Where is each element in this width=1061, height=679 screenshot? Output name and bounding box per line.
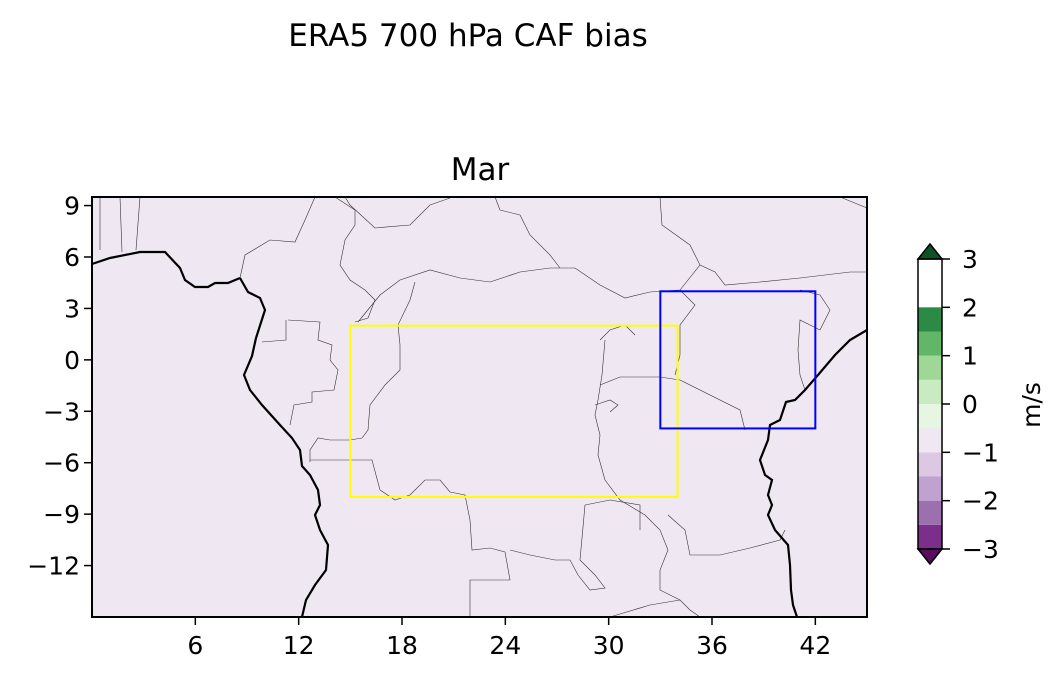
x-tick-label: 30 (593, 631, 625, 660)
coastline-west (91, 250, 330, 618)
colorbar-tick-label: −1 (962, 438, 999, 467)
x-tick-label: 42 (799, 631, 831, 660)
colorbar-swatch (918, 476, 942, 501)
colorbar-swatch (918, 404, 942, 429)
colorbar-tick-label: 1 (962, 342, 978, 371)
colorbar-swatch (918, 331, 942, 356)
colorbar-swatch (918, 307, 942, 332)
border-line (344, 196, 561, 269)
colorbar-swatches (918, 307, 942, 549)
border-line (599, 376, 746, 431)
colorbar-tick-label: −3 (962, 535, 999, 564)
y-tick-label: −3 (43, 397, 80, 426)
coastline-east (758, 329, 868, 618)
coastlines (91, 250, 868, 618)
border-line (99, 196, 141, 253)
y-tick-label: 9 (64, 192, 80, 221)
colorbar-swatch (918, 524, 942, 549)
colorbar-ticks: 3 2 1 0 −1 −2 −3 (942, 245, 999, 564)
border-line (334, 196, 376, 323)
y-tick-label: −6 (43, 449, 80, 478)
border-line (239, 196, 316, 279)
colorbar-extend-high (916, 242, 944, 260)
country-borders (99, 196, 868, 618)
x-tick-label: 18 (386, 631, 418, 660)
y-tick-label: −12 (27, 552, 80, 581)
x-tick-label: 24 (489, 631, 521, 660)
region-boxes (349, 290, 817, 499)
colorbar-swatch (918, 355, 942, 380)
y-tick-label: 3 (64, 294, 80, 323)
colorbar-tick-label: −2 (962, 487, 999, 516)
colorbar-swatch (918, 500, 942, 525)
colorbar-swatch (918, 452, 942, 477)
border-line (839, 196, 868, 209)
border-line (659, 196, 701, 266)
figure-title: ERA5 700 hPa CAF bias (288, 18, 647, 54)
colorbar-extend-low (916, 548, 944, 566)
y-tick-label: −9 (43, 500, 80, 529)
border-line (357, 264, 867, 323)
yellow-region-box (349, 324, 679, 499)
map-background (92, 197, 867, 617)
colorbar-swatch (918, 379, 942, 404)
border-line (309, 281, 416, 462)
border-line (797, 289, 831, 391)
border-line (667, 514, 786, 556)
x-tick-label: 36 (696, 631, 728, 660)
border-line (287, 319, 339, 426)
y-tick-label: 6 (64, 243, 80, 272)
colorbar-swatch (918, 428, 942, 453)
panel-title: Mar (451, 152, 510, 188)
colorbar-tick-label: 2 (962, 293, 978, 322)
border-line (594, 324, 701, 618)
y-tick-label: 0 (64, 346, 80, 375)
border-line (594, 399, 619, 413)
map-frame (91, 196, 868, 618)
colorbar-label: m/s (1017, 382, 1046, 428)
colorbar: 3 2 1 0 −1 −2 −3 m/s (916, 242, 1046, 566)
border-line (261, 320, 287, 343)
x-tick-label: 6 (187, 631, 203, 660)
blue-region-box (659, 290, 817, 430)
colorbar-tick-label: 3 (962, 245, 978, 274)
border-line (609, 599, 681, 618)
colorbar-tick-label: 0 (962, 390, 978, 419)
border-line (509, 499, 641, 591)
x-tick-label: 12 (283, 631, 315, 660)
